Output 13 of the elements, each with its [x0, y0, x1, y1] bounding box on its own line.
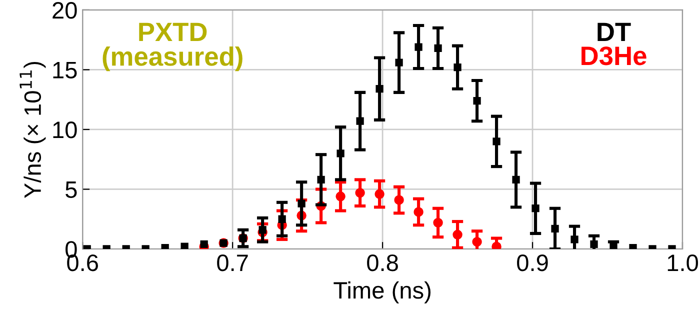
x-axis-title: Time (ns) — [334, 281, 430, 304]
x-tick-label: 0.9 — [517, 254, 548, 272]
y-tick-label: 10 — [53, 122, 77, 138]
x-tick-label: 1.0 — [668, 254, 698, 272]
y-tick-label: 20 — [52, 2, 77, 19]
text: D3He — [582, 46, 646, 66]
y-axis-title: Y/ns (× 10$^{11}$) — [20, 62, 46, 198]
y-tick-label: 5 — [66, 182, 77, 198]
annotation: PXTD (measured) — [102, 22, 242, 72]
y-tick-label: 15 — [53, 62, 77, 79]
text: DT — [598, 22, 631, 42]
x-tick-label: 0.8 — [367, 254, 398, 272]
x-tick-label: 0.7 — [217, 254, 248, 272]
